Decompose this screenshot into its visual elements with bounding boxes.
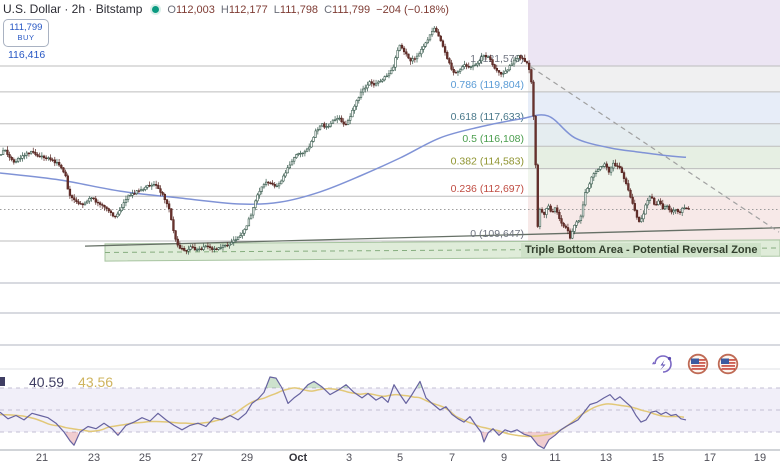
fib-label-0.786: 0.786 (119,804)	[451, 79, 524, 91]
candles-layer	[0, 26, 690, 255]
time-axis-label-13: 13	[599, 452, 613, 464]
ohlc-readout: O112,003 H112,177 L111,798 C111,799 −204 (−0…	[167, 4, 449, 16]
fib-label-0.236: 0.236 (112,697)	[451, 183, 524, 195]
rsi-ma-value: 43.56	[78, 374, 114, 390]
flash-refresh-icon[interactable]	[652, 355, 672, 373]
time-axis-label-29: 29	[240, 452, 254, 464]
time-axis-label-15: 15	[651, 452, 665, 464]
time-axis-label-9: 9	[500, 452, 508, 464]
time-axis-label-3: 3	[345, 452, 353, 464]
triple-bottom-zone-label: Triple Bottom Area - Potential Reversal …	[521, 243, 762, 257]
time-axis-label-7: 7	[448, 452, 456, 464]
rsi-legend-clipped	[0, 377, 5, 386]
rsi-pane	[0, 376, 780, 450]
legend-row: U.S. Dollar · 2h · Bitstamp O112,003 H112,…	[3, 2, 449, 16]
time-axis-label-25: 25	[138, 452, 152, 464]
time-axis[interactable]: 21 23 25 27 29 Oct 3 5 7 9 11 13 15 17 19	[0, 452, 780, 468]
ma-line[interactable]	[0, 114, 687, 206]
time-axis-label-11: 11	[549, 452, 561, 464]
time-axis-label-27: 27	[190, 452, 204, 464]
time-axis-label-23: 23	[87, 452, 101, 464]
time-axis-label-21: 21	[35, 452, 49, 464]
time-axis-label-Oct: Oct	[288, 452, 308, 464]
us-event-icon-1[interactable]	[687, 353, 709, 375]
ma-legend-value: 116,416	[8, 49, 46, 61]
pane-icons	[648, 351, 748, 382]
fib-label-0.382: 0.382 (114,583)	[451, 156, 524, 168]
rsi-current-value: 40.59	[29, 374, 65, 390]
buy-price: 111,799	[9, 22, 43, 33]
fib-label-0.618: 0.618 (117,633)	[451, 111, 524, 123]
time-axis-label-17: 17	[703, 452, 717, 464]
fib-label-0.5: 0.5 (116,108)	[462, 133, 524, 145]
change-readout: −204 (−0.18%)	[376, 4, 449, 16]
pane-separators	[0, 282, 780, 451]
market-status-icon[interactable]	[152, 5, 160, 13]
rsi-values: 40.59 43.56	[29, 374, 113, 390]
buy-button[interactable]: 111,799 BUY	[3, 19, 49, 47]
us-event-icon-2[interactable]	[717, 353, 739, 375]
falling-trendline[interactable]	[530, 66, 780, 233]
time-axis-label-5: 5	[396, 452, 404, 464]
time-axis-label-19: 19	[753, 452, 767, 464]
fib-label-0: 0 (109,647)	[470, 228, 524, 240]
symbol-title[interactable]: U.S. Dollar · 2h · Bitstamp	[3, 2, 143, 16]
rsi-line[interactable]	[0, 376, 687, 450]
buy-label: BUY	[17, 33, 35, 42]
